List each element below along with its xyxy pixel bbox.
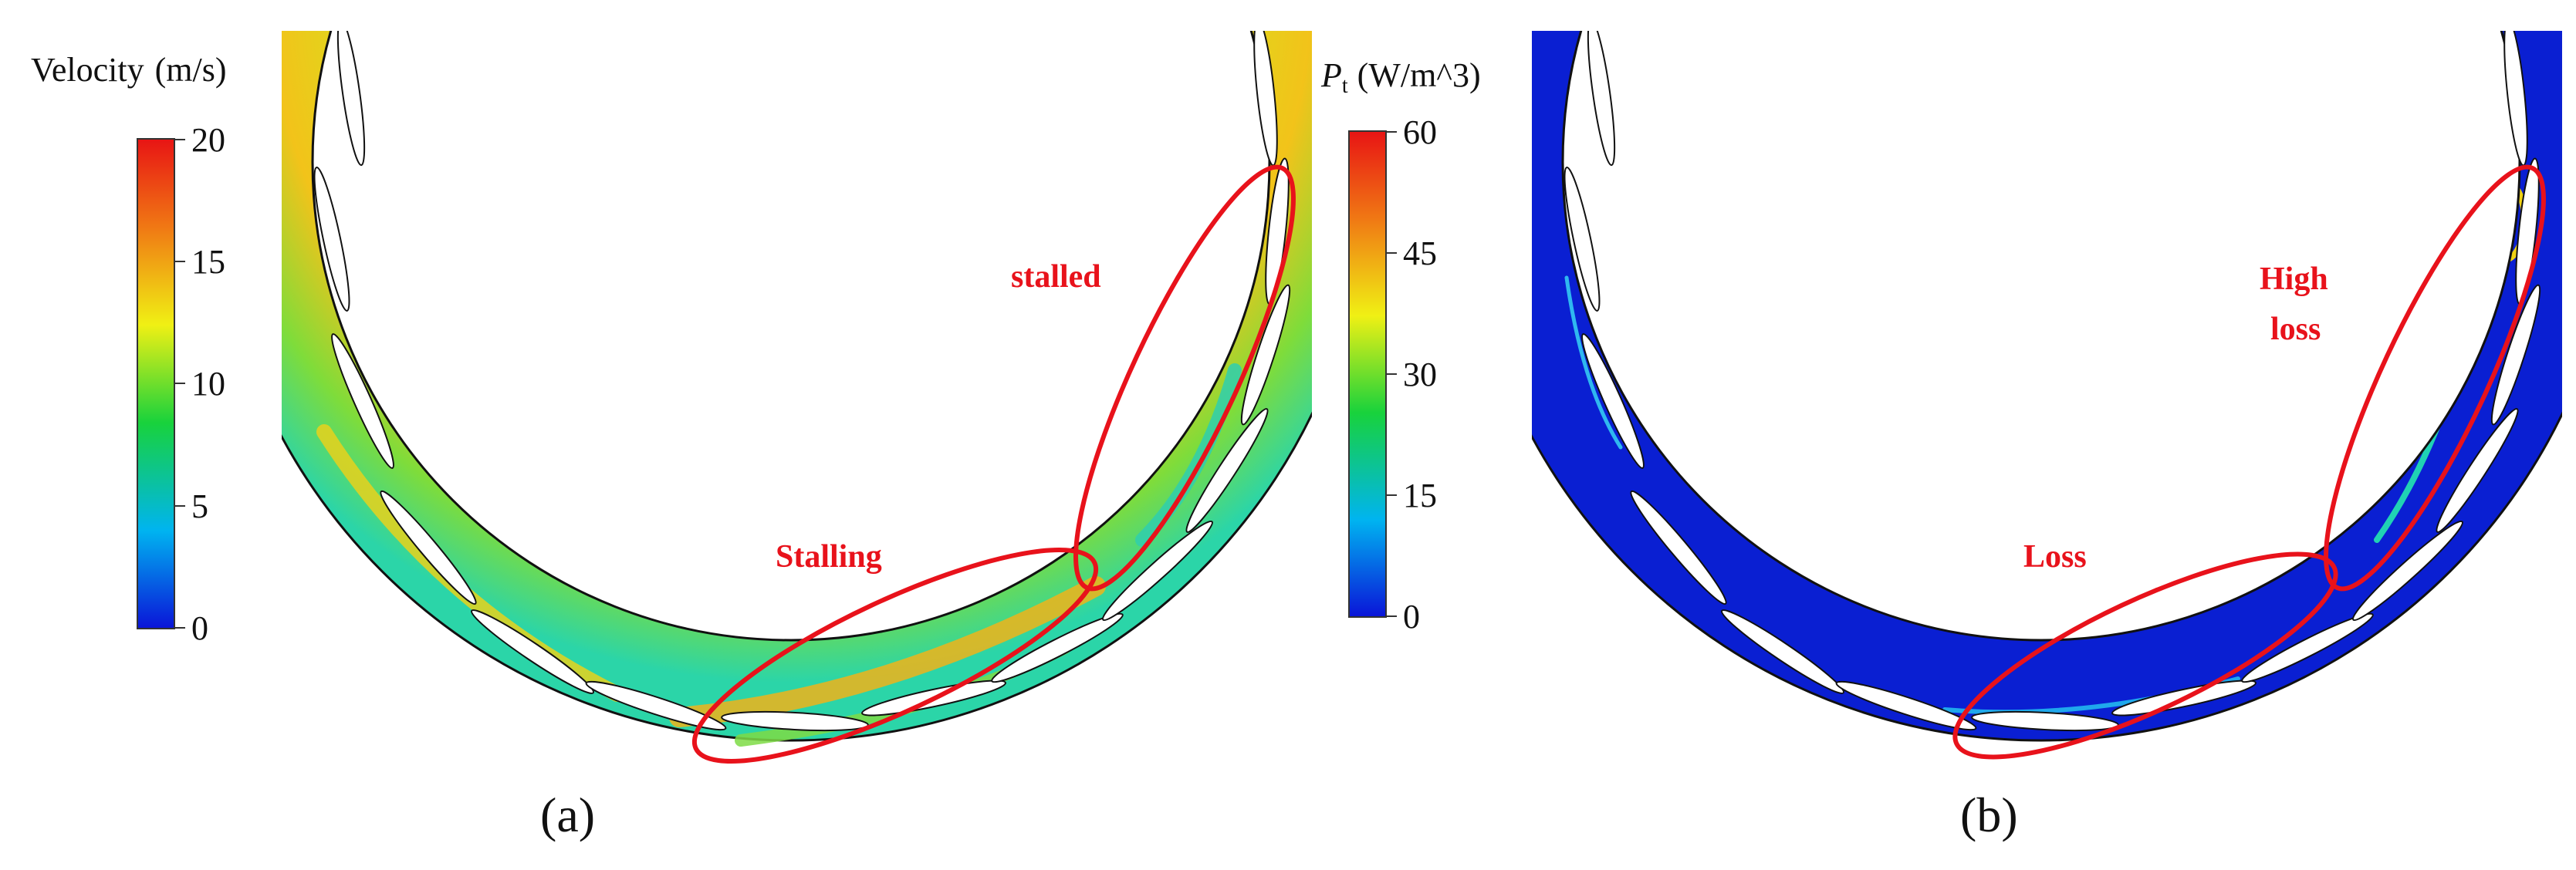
panel-a-label: (a)	[540, 787, 595, 842]
stalling-highlight-ellipse	[691, 548, 1099, 764]
velocity-colorbar-title: Velocity (m/s)	[31, 51, 227, 89]
panel-a: Velocity (m/s) 20 15 10 5 0	[31, 31, 1312, 842]
velocity-colorbar-ramp	[137, 138, 175, 629]
high-loss-highlight-ellipse	[2324, 164, 2546, 592]
loss-tick-0: 0	[1403, 598, 1420, 636]
stalled-highlight-ellipse	[1073, 164, 1296, 592]
annotation-stalling: Stalling	[776, 539, 882, 575]
annotation-loss-2: loss	[2270, 312, 2321, 347]
loss-tick-30: 30	[1403, 356, 1437, 393]
loss-colorbar: Pt (W/m^3) 60 45 30 15 0	[1320, 56, 1481, 636]
loss-tick-15: 15	[1403, 477, 1437, 514]
annotation-loss: Loss	[2023, 539, 2087, 575]
loss-colorbar-ramp	[1348, 130, 1387, 618]
velocity-contour-ring	[282, 31, 1312, 747]
loss-contour-ring	[1532, 31, 2562, 742]
annotation-stalled: stalled	[1011, 259, 1101, 295]
velocity-tick-5: 5	[191, 487, 208, 525]
loss-tick-45: 45	[1403, 234, 1437, 272]
panel-b-label: (b)	[1960, 787, 2018, 842]
loss-tick-60: 60	[1403, 113, 1437, 151]
loss-highlight-ellipse	[1952, 551, 2338, 760]
loss-colorbar-title: Pt (W/m^3)	[1320, 56, 1481, 98]
blade-row	[313, 31, 1291, 732]
velocity-tick-10: 10	[191, 365, 225, 403]
annotation-high: High	[2260, 261, 2328, 297]
velocity-tick-15: 15	[191, 243, 225, 281]
velocity-tick-20: 20	[191, 121, 225, 159]
velocity-tick-0: 0	[191, 609, 208, 647]
panel-b: Pt (W/m^3) 60 45 30 15 0	[1320, 31, 2562, 842]
velocity-colorbar: Velocity (m/s) 20 15 10 5 0	[31, 51, 227, 647]
